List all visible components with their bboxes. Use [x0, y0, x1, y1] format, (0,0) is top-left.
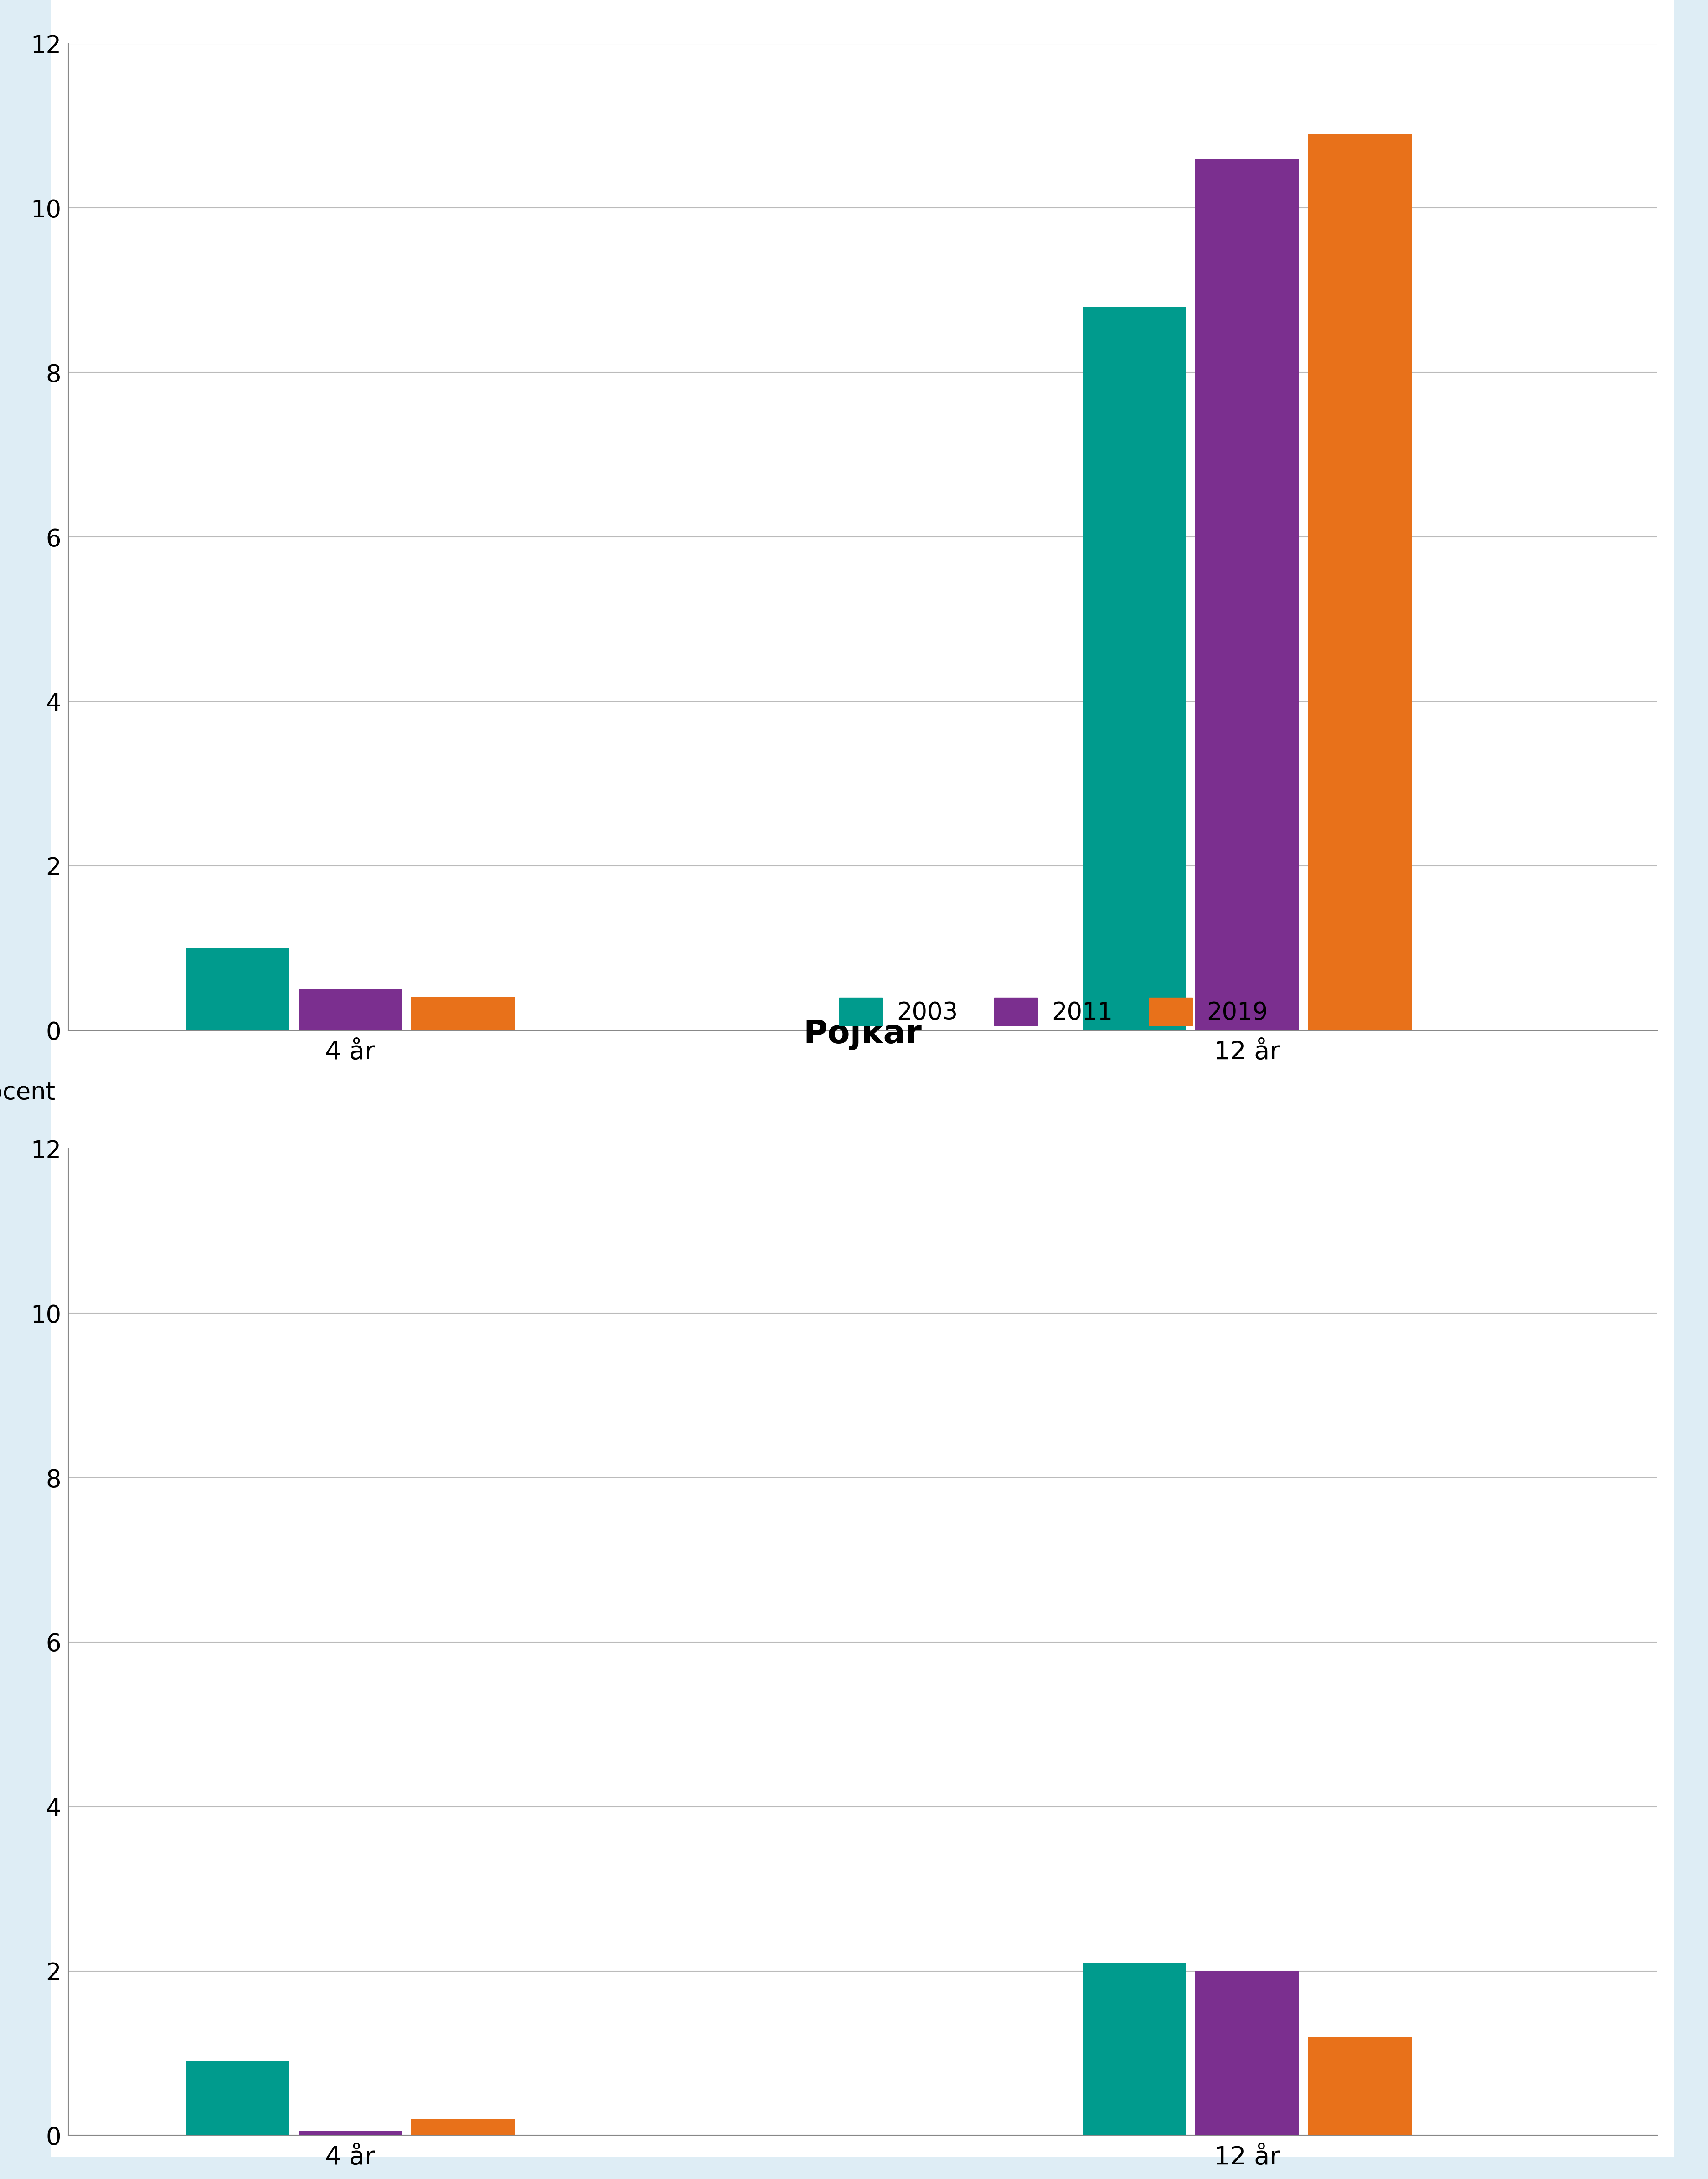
Bar — [412, 998, 514, 1031]
Bar — [186, 2061, 289, 2135]
Legend: 2003, 2011, 2019: 2003, 2011, 2019 — [828, 987, 1278, 1035]
Bar — [1083, 1963, 1185, 2135]
Bar — [1308, 135, 1411, 1031]
Bar — [1083, 307, 1185, 1031]
Bar — [299, 2131, 401, 2135]
Bar — [299, 989, 401, 1031]
Text: Pojkar: Pojkar — [803, 1018, 922, 1050]
Bar — [412, 2118, 514, 2135]
Bar — [186, 948, 289, 1031]
Bar — [1196, 159, 1298, 1031]
Text: Procent: Procent — [0, 1081, 56, 1105]
Bar — [1196, 1972, 1298, 2135]
Bar — [1308, 2037, 1411, 2135]
